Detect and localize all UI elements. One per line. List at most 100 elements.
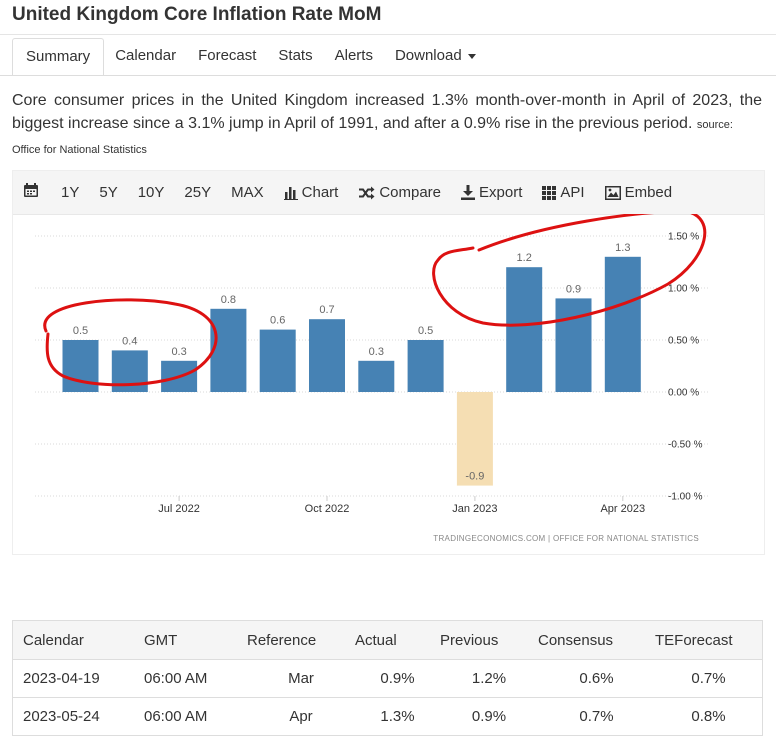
x-tick-label: Jan 2023 [452, 503, 497, 515]
chart-type-button[interactable]: Chart [283, 184, 339, 201]
table-row: 2023-04-19 06:00 AM Mar 0.9% 1.2% 0.6% 0… [12, 659, 763, 698]
data-label: 0.8 [221, 294, 236, 306]
data-label: -0.9 [465, 471, 484, 483]
title-divider [0, 34, 776, 35]
grid-icon [542, 185, 557, 200]
shuffle-icon [359, 186, 375, 199]
calendar-table: Calendar GMT Reference Actual Previous C… [12, 620, 763, 736]
tabs-divider [0, 75, 776, 76]
data-label: 1.2 [517, 252, 532, 264]
data-label: 0.7 [319, 304, 334, 316]
table-cell: 2023-05-24 [12, 697, 144, 736]
highlight-circle-left [43, 298, 218, 387]
table-cell: 2023-04-19 [12, 659, 144, 698]
table-row: 2023-05-24 06:00 AM Apr 1.3% 0.9% 0.7% 0… [12, 697, 763, 736]
y-tick-label: -1.00 % [668, 492, 703, 503]
table-header-row: Calendar GMT Reference Actual Previous C… [12, 620, 763, 660]
calendar-icon[interactable] [23, 182, 39, 203]
api-label: API [560, 184, 585, 201]
compare-button[interactable]: Compare [358, 184, 441, 201]
page-title: United Kingdom Core Inflation Rate MoM [12, 4, 382, 25]
table-cell: 0.9% [440, 697, 538, 736]
bar[interactable] [259, 329, 296, 392]
data-label: 0.5 [418, 325, 433, 337]
export-label: Export [479, 184, 523, 201]
api-button[interactable]: API [542, 184, 585, 201]
description-text: Core consumer prices in the United Kingd… [12, 92, 762, 132]
bar[interactable] [604, 256, 641, 392]
data-label: 0.3 [369, 346, 384, 358]
tab-alerts[interactable]: Alerts [334, 47, 373, 64]
y-tick-label: 0.50 % [668, 336, 699, 347]
tab-stats[interactable]: Stats [278, 47, 313, 64]
data-label: 0.5 [73, 325, 88, 337]
bar[interactable] [358, 360, 395, 392]
column-header: Consensus [538, 620, 655, 660]
table-cell: 06:00 AM [144, 697, 247, 736]
tab-summary[interactable]: Summary [12, 38, 105, 76]
bars [62, 256, 641, 486]
column-header: Previous [440, 620, 538, 660]
x-tick-label: Oct 2022 [305, 503, 350, 515]
data-label: 0.9 [566, 283, 581, 295]
x-tick-label: Apr 2023 [600, 503, 645, 515]
table-cell: 0.9% [355, 659, 440, 698]
table-cell: 06:00 AM [144, 659, 247, 698]
embed-button[interactable]: Embed [604, 184, 673, 201]
tab-calendar[interactable]: Calendar [115, 47, 177, 64]
bar[interactable] [555, 298, 592, 392]
y-axis-ticks: 1.50 % 1.00 % 0.50 % 0.00 % -0.50 % -1.00 % [668, 232, 703, 503]
column-header: Calendar [12, 620, 144, 660]
table-cell: 0.7% [655, 659, 763, 698]
range-1y-button[interactable]: 1Y [61, 184, 80, 201]
range-10y-button[interactable]: 10Y [137, 184, 165, 201]
chart-type-label: Chart [301, 184, 339, 201]
bar[interactable] [210, 308, 247, 392]
data-label: 0.6 [270, 315, 285, 327]
table-cell: Mar [247, 659, 355, 698]
data-labels: 0.5 0.4 0.3 0.8 0.6 0.7 0.3 0.5 -0.9 1.2 0.9 1.3 [73, 242, 631, 483]
bar[interactable] [309, 319, 345, 392]
chart-toolbar: 1Y 5Y 10Y 25Y MAX Chart Compare Export A… [13, 171, 764, 215]
data-label: 0.3 [171, 346, 186, 358]
table-cell: 1.2% [440, 659, 538, 698]
table-cell: 0.6% [538, 659, 655, 698]
y-tick-label: 1.00 % [668, 284, 699, 295]
table-cell: 1.3% [355, 697, 440, 736]
compare-label: Compare [379, 184, 442, 201]
bar-chart: 0.5 0.4 0.3 0.8 0.6 0.7 0.3 0.5 -0.9 1.2 0.9 1.3 1.… [35, 214, 708, 543]
tab-bar: Summary Calendar Forecast Stats Alerts D… [12, 38, 487, 76]
highlight-circle-right [432, 214, 707, 327]
chart-panel: 1Y 5Y 10Y 25Y MAX Chart Compare Export A… [12, 170, 765, 555]
column-header: Actual [355, 620, 440, 660]
table-cell: Apr [247, 697, 355, 736]
data-label: 0.4 [122, 335, 137, 347]
tab-download-label: Download [394, 47, 462, 64]
download-icon [461, 185, 476, 200]
y-tick-label: 0.00 % [668, 388, 699, 399]
table-cell: 0.8% [655, 697, 763, 736]
tab-forecast[interactable]: Forecast [198, 47, 257, 64]
bar[interactable] [506, 267, 543, 392]
range-max-button[interactable]: MAX [231, 184, 264, 201]
bar[interactable] [407, 340, 444, 392]
data-label: 1.3 [615, 242, 630, 254]
y-tick-label: 1.50 % [668, 232, 699, 243]
description: Core consumer prices in the United Kingd… [12, 89, 762, 162]
tab-download[interactable]: Download [384, 38, 487, 74]
export-button[interactable]: Export [461, 184, 522, 201]
bar[interactable] [456, 392, 493, 486]
range-25y-button[interactable]: 25Y [184, 184, 212, 201]
annotations [43, 214, 707, 387]
column-header: Reference [247, 620, 355, 660]
x-tick-label: Jul 2022 [158, 503, 200, 515]
x-axis-ticks: Jul 2022 Oct 2022 Jan 2023 Apr 2023 [158, 496, 645, 515]
source-label: source: [696, 119, 733, 131]
embed-label: Embed [624, 184, 673, 201]
column-header: GMT [144, 620, 247, 660]
range-5y-button[interactable]: 5Y [99, 184, 118, 201]
y-tick-label: -0.50 % [668, 440, 703, 451]
chart-credit: TRADINGECONOMICS.COM | OFFICE FOR NATION… [433, 534, 699, 543]
image-icon [604, 185, 621, 200]
source-link[interactable]: Office for National Statistics [12, 144, 147, 156]
